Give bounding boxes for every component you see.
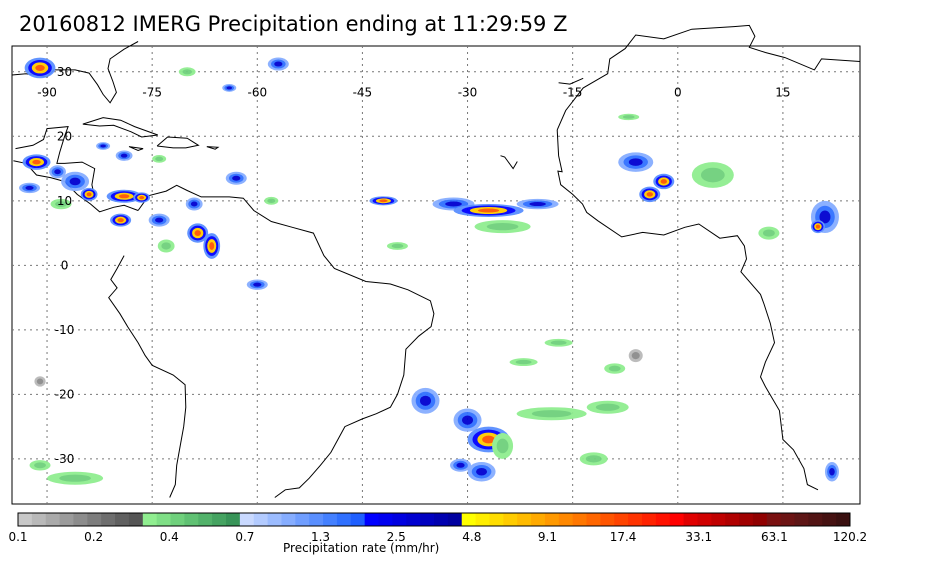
- latitude-label: 30: [57, 65, 72, 79]
- precip-cell: [190, 201, 198, 207]
- precip-cell: [25, 185, 34, 190]
- latitude-label: -20: [55, 387, 75, 401]
- precip-cell: [622, 115, 635, 119]
- precip-cell: [462, 415, 474, 425]
- precip-cell: [161, 242, 171, 250]
- colorbar-tick-label: 9.1: [538, 530, 557, 544]
- precip-cell: [486, 223, 519, 231]
- precip-cell: [139, 195, 145, 200]
- coastline: [128, 146, 144, 152]
- precip-cell: [829, 467, 835, 476]
- precip-cell: [482, 435, 495, 444]
- precip-cell: [32, 159, 41, 165]
- coastline: [556, 129, 819, 491]
- coastline: [206, 146, 220, 150]
- coastline: [556, 24, 861, 131]
- precip-cell: [182, 69, 193, 75]
- colorbar-tick-label: 63.1: [761, 530, 788, 544]
- latitude-label: -10: [55, 323, 75, 337]
- colorbar-tick-label: 0.7: [235, 530, 254, 544]
- colorbar-tick-label: 0.4: [160, 530, 179, 544]
- coastline: [558, 77, 584, 85]
- colorbar-tick-label: 33.1: [685, 530, 712, 544]
- precip-cell: [36, 378, 44, 385]
- precip-cell: [496, 438, 509, 454]
- precip-cell: [54, 169, 61, 175]
- precip-cell: [267, 198, 276, 204]
- graticule-labels: -90 -75 -60 -45 -30 -15 0 15 30 20 10 0 -10 -20 -30: [37, 65, 790, 466]
- precip-cell: [456, 462, 465, 468]
- precip-cell: [34, 462, 46, 469]
- precip-cell: [445, 201, 462, 207]
- colorbar-tick-label: 0.2: [84, 530, 103, 544]
- longitude-label: 15: [775, 86, 790, 100]
- precip-cell: [69, 177, 81, 186]
- precip-cell: [608, 365, 621, 372]
- precip-cell: [531, 410, 572, 418]
- map-frame: [11, 45, 861, 505]
- latitude-label: 10: [57, 194, 72, 208]
- precip-cell: [120, 153, 128, 158]
- latitude-label: 20: [57, 129, 72, 143]
- precip-cell: [700, 167, 725, 183]
- map-title: 20160812 IMERG Precipitation ending at 1…: [19, 12, 568, 36]
- coastline: [82, 117, 158, 138]
- precip-cell: [419, 395, 431, 406]
- precip-cell: [118, 194, 130, 199]
- coastline: [108, 255, 187, 498]
- precip-cell: [628, 158, 643, 166]
- precip-cell: [762, 229, 775, 237]
- precip-cell: [819, 210, 831, 224]
- colorbar-tick-label: 120.2: [833, 530, 867, 544]
- coastline: [137, 184, 435, 498]
- coastline: [13, 160, 139, 213]
- longitude-label: -45: [353, 86, 373, 100]
- longitude-label: -90: [37, 86, 57, 100]
- precip-cell: [226, 86, 233, 90]
- longitude-label: -15: [563, 86, 583, 100]
- precip-cell: [253, 282, 262, 287]
- precip-cell: [194, 230, 201, 236]
- colorbar-tick-label: 4.8: [462, 530, 481, 544]
- precip-cell: [155, 217, 164, 223]
- longitude-label: 0: [674, 86, 682, 100]
- precip-cell: [117, 218, 124, 223]
- precip-cell: [209, 242, 215, 250]
- precip-cell: [646, 192, 653, 197]
- precip-cell: [274, 61, 283, 67]
- precip-cell: [379, 199, 388, 203]
- precip-cell: [550, 340, 567, 345]
- precip-cell: [59, 474, 91, 482]
- precip-cell: [585, 455, 602, 463]
- precip-cell: [391, 243, 404, 249]
- precip-cell: [35, 64, 45, 72]
- colorbar-axis-label: Precipitation rate (mm/hr): [283, 541, 440, 555]
- longitude-label: -30: [458, 86, 478, 100]
- precip-cell: [86, 192, 92, 197]
- longitude-label: -75: [142, 86, 162, 100]
- gridlines: [12, 46, 860, 504]
- precip-cell: [515, 359, 532, 365]
- latitude-label: 0: [61, 258, 69, 272]
- precip-cell: [660, 179, 667, 184]
- precip-cell: [477, 208, 500, 213]
- precip-cell: [631, 352, 640, 360]
- coastline: [500, 155, 518, 170]
- latitude-label: -30: [55, 452, 75, 466]
- precip-cell: [55, 201, 67, 207]
- precip-cell: [595, 403, 620, 411]
- precip-cell: [815, 224, 821, 229]
- precip-cell: [476, 467, 488, 476]
- precip-cell: [155, 156, 164, 162]
- precip-cell: [232, 175, 241, 181]
- colorbar-tick-label: 17.4: [610, 530, 637, 544]
- precipitation-map: -90 -75 -60 -45 -30 -15 0 15 30 20 10 0 -10 -20 -30: [11, 24, 861, 505]
- precip-cell: [100, 144, 106, 148]
- longitude-label: -60: [247, 86, 267, 100]
- coastline: [15, 126, 96, 198]
- coastline: [156, 136, 200, 149]
- precipitation-field: [19, 57, 839, 485]
- precip-cell: [529, 202, 546, 207]
- colorbar-tick-label: 0.1: [8, 530, 27, 544]
